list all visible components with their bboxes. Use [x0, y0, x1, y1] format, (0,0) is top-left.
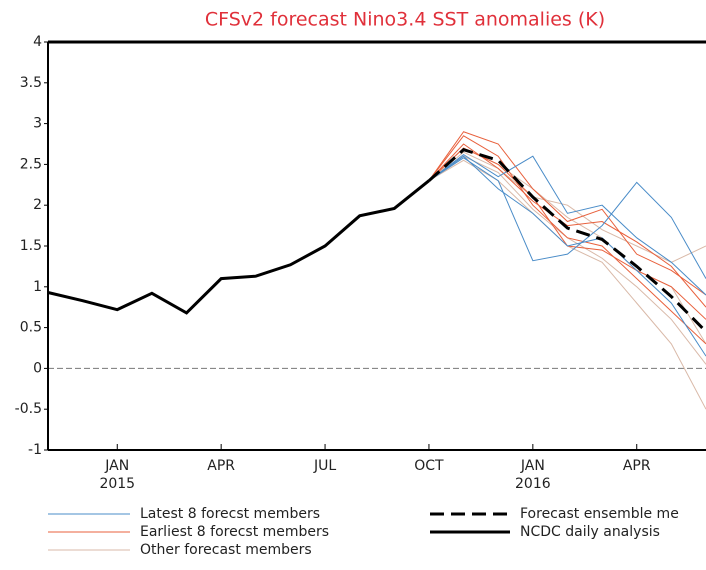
- y-tick-label: 1.5: [20, 238, 42, 254]
- x-tick-label: APR: [207, 458, 235, 474]
- y-tick-label: 0: [33, 360, 42, 376]
- x-year-label: 2015: [99, 476, 135, 492]
- chart-title: CFSv2 forecast Nino3.4 SST anomalies (K): [205, 9, 605, 31]
- legend-label: Latest 8 forecst members: [140, 506, 320, 522]
- legend-label: Other forecast members: [140, 542, 312, 558]
- member-line: [428, 147, 706, 320]
- y-tick-label: 2: [33, 197, 42, 213]
- x-year-label: 2016: [515, 476, 551, 492]
- y-tick-label: 2.5: [20, 156, 42, 172]
- y-tick-label: 3: [33, 116, 42, 132]
- x-tick-label: JAN: [104, 458, 129, 474]
- x-tick-label: JUL: [313, 458, 336, 474]
- member-line: [428, 135, 706, 345]
- member-line: [428, 154, 706, 296]
- legend-label: Earliest 8 forecst members: [140, 524, 329, 540]
- y-tick-label: -0.5: [15, 401, 42, 417]
- series-line: [47, 179, 430, 315]
- member-line: [428, 159, 706, 410]
- member-line: [428, 155, 706, 357]
- legend-label: Forecast ensemble me: [520, 506, 679, 522]
- y-tick-label: -1: [28, 442, 42, 458]
- legend-label: NCDC daily analysis: [520, 524, 660, 540]
- member-line: [428, 155, 706, 365]
- member-line: [428, 151, 706, 263]
- series-line: [427, 148, 706, 333]
- x-tick-label: APR: [623, 458, 651, 474]
- x-tick-label: OCT: [414, 458, 444, 474]
- y-tick-label: 0.5: [20, 320, 42, 336]
- y-tick-label: 1: [33, 279, 42, 295]
- member-line: [428, 131, 706, 296]
- y-tick-label: 4: [33, 34, 42, 50]
- x-tick-label: JAN: [520, 458, 545, 474]
- y-tick-label: 3.5: [20, 75, 42, 91]
- member-line: [428, 157, 706, 279]
- member-line: [428, 143, 706, 308]
